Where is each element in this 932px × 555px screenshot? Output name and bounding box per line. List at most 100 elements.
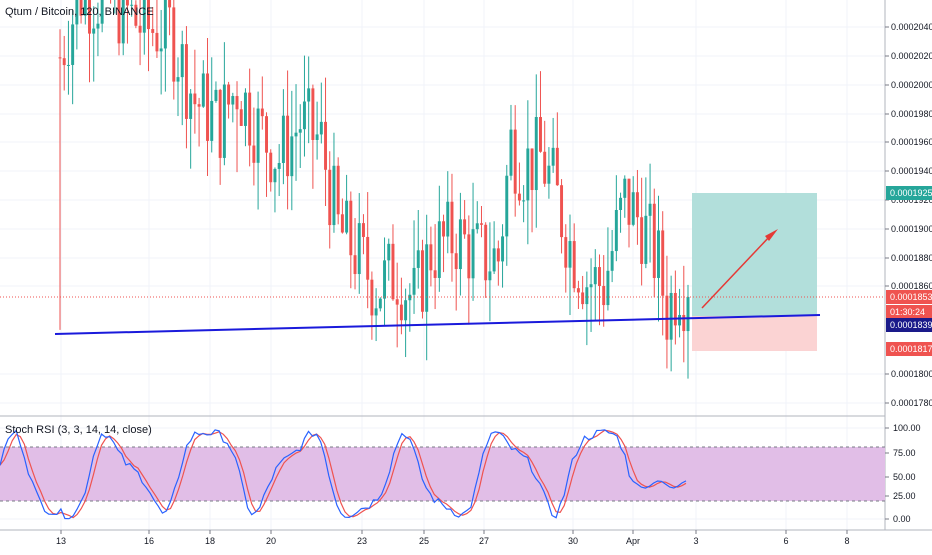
- candle-body: [526, 148, 530, 201]
- candle-body: [555, 147, 559, 186]
- candle-body: [610, 251, 614, 271]
- candle-body: [121, 0, 125, 44]
- indicator-title: Stoch RSI (3, 3, 14, 14, close): [5, 424, 152, 436]
- price-label-text: 0.0001853: [890, 292, 932, 302]
- price-label-box: [886, 305, 932, 319]
- candle-body: [340, 214, 344, 233]
- time-tick-label: 20: [266, 536, 276, 546]
- candle-body: [496, 248, 500, 262]
- candle-body: [366, 236, 370, 280]
- candle-body: [501, 236, 505, 262]
- price-label-text: 01:30:24: [890, 307, 925, 317]
- candle-body: [648, 203, 652, 216]
- target-arrow[interactable]: [701, 229, 778, 309]
- candle-body: [488, 271, 492, 281]
- price-tick-label: 0.0001980: [891, 109, 932, 119]
- candle-body: [248, 92, 252, 146]
- candle-body: [201, 73, 205, 107]
- candle-body: [564, 237, 568, 268]
- candle-body: [576, 288, 580, 293]
- candle-body: [678, 314, 682, 326]
- candle-body: [302, 101, 306, 130]
- candle-body: [619, 197, 623, 210]
- candle-body: [665, 295, 669, 340]
- candle-body: [673, 292, 677, 326]
- candle-body: [387, 243, 391, 261]
- candle-body: [353, 255, 357, 275]
- candle-body: [492, 248, 496, 272]
- candle-body: [408, 294, 412, 301]
- candle-body: [180, 44, 184, 78]
- candle-body: [547, 165, 551, 184]
- candle-body: [463, 219, 467, 235]
- price-tick-label: 0.0001960: [891, 137, 932, 147]
- candle-body: [163, 0, 167, 49]
- candle-body: [328, 169, 332, 226]
- candle-body: [631, 192, 635, 225]
- candle-body: [412, 267, 416, 295]
- candle-body: [252, 145, 256, 163]
- target-zone[interactable]: [692, 193, 817, 316]
- candle-body: [311, 88, 315, 140]
- candle-body: [593, 267, 597, 285]
- candle-body: [480, 223, 483, 225]
- candle-body: [125, 0, 129, 6]
- candle-body: [62, 58, 66, 66]
- candle-body: [357, 223, 361, 275]
- rsi-tick-label: 100.00: [893, 423, 921, 433]
- candle-body: [467, 234, 471, 279]
- arrow-line: [701, 235, 771, 309]
- price-tick-label: 0.0002040: [891, 22, 932, 32]
- candle-body: [168, 0, 172, 8]
- stop-zone[interactable]: [692, 316, 817, 351]
- candle-body: [361, 223, 365, 237]
- price-label-text: 0.0001925: [890, 188, 932, 198]
- chart-title: Qtum / Bitcoin, 120, BINANCE: [5, 6, 154, 18]
- candle-body: [71, 24, 75, 65]
- candle-body: [349, 200, 353, 256]
- candle-body: [568, 241, 572, 268]
- candle-body: [307, 88, 311, 102]
- candle-body: [324, 121, 328, 170]
- price-tick-label: 0.0001780: [891, 398, 932, 408]
- candle-body: [100, 0, 104, 24]
- support-trendline[interactable]: [54, 314, 821, 335]
- rsi-tick-label: 75.00: [893, 448, 916, 458]
- time-tick-label: 27: [479, 536, 489, 546]
- candle-body: [142, 0, 146, 33]
- candle-body: [83, 0, 87, 16]
- candle-body: [239, 109, 243, 126]
- candle-body: [614, 210, 618, 252]
- candle-body: [539, 117, 542, 152]
- candle-body: [551, 147, 555, 166]
- candle-body: [96, 23, 100, 29]
- arrow-head: [765, 229, 778, 241]
- price-tick-label: 0.0001800: [891, 369, 932, 379]
- candle-body: [260, 108, 264, 117]
- candle-body: [159, 48, 163, 52]
- candle-body: [277, 163, 281, 169]
- axis-labels: 0.0001925 0.0001853 01:30:24 0.0001839 0.000…: [886, 186, 932, 356]
- rsi-tick-label: 25.00: [893, 491, 916, 501]
- candle-body: [640, 217, 644, 264]
- candle-body: [395, 299, 399, 305]
- candle-body: [134, 4, 138, 26]
- candle-body: [585, 287, 589, 305]
- rsi-band-fill: [0, 447, 885, 501]
- candle-body: [75, 0, 79, 25]
- candle-body: [147, 0, 150, 30]
- time-tick-label: 6: [783, 536, 788, 546]
- candle-body: [227, 84, 231, 105]
- candle-body: [374, 308, 378, 316]
- candle-body: [294, 132, 298, 137]
- candle-body: [231, 96, 235, 105]
- candle-body: [58, 57, 62, 59]
- candle-body: [290, 136, 294, 177]
- time-tick-label: 30: [568, 536, 578, 546]
- candle-body: [66, 64, 70, 66]
- candle-body: [210, 100, 214, 141]
- candle-body: [399, 304, 403, 321]
- candle-body: [138, 25, 142, 33]
